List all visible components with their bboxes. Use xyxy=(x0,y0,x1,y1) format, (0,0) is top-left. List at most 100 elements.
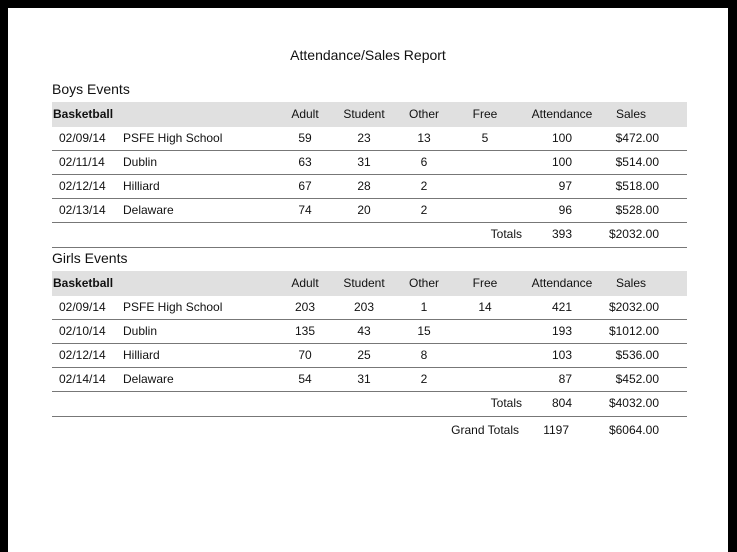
row-attendance: 96 xyxy=(558,203,572,217)
col-attendance: Attendance xyxy=(531,276,593,290)
col-sales: Sales xyxy=(615,276,647,290)
row-adult: 54 xyxy=(298,372,312,386)
row-date: 02/11/14 xyxy=(59,155,105,169)
row-other: 1 xyxy=(420,300,428,314)
table-row: 02/10/14 Dublin 135 43 15 193 $1012.00 xyxy=(52,320,687,344)
row-venue: Dublin xyxy=(123,155,158,169)
row-student: 31 xyxy=(357,372,371,386)
table-row: 02/14/14 Delaware 54 31 2 87 $452.00 xyxy=(52,368,687,392)
totals-row: Totals 393 $2032.00 xyxy=(52,223,687,248)
col-attendance: Attendance xyxy=(531,107,593,121)
row-other: 2 xyxy=(420,372,428,386)
row-date: 02/14/14 xyxy=(59,372,106,386)
row-student: 20 xyxy=(357,203,371,217)
row-venue: Hilliard xyxy=(123,348,160,362)
girls-events-table: Basketball Adult Student Other Free Atte… xyxy=(52,271,687,417)
col-other: Other xyxy=(408,107,439,121)
row-sales: $528.00 xyxy=(615,203,659,217)
totals-label: Totals xyxy=(490,396,522,410)
grand-totals-label: Grand Totals xyxy=(451,423,519,437)
group-label: Basketball xyxy=(53,276,114,290)
row-other: 13 xyxy=(417,131,431,145)
totals-sales: $4032.00 xyxy=(608,396,659,410)
group-label: Basketball xyxy=(53,107,114,121)
row-attendance: 193 xyxy=(551,324,572,338)
col-student: Student xyxy=(343,276,385,290)
section-title-girls: Girls Events xyxy=(52,250,128,266)
row-attendance: 87 xyxy=(558,372,572,386)
table-header: Basketball Adult Student Other Free Atte… xyxy=(52,271,687,296)
row-adult: 63 xyxy=(298,155,312,169)
row-adult: 59 xyxy=(298,131,312,145)
grand-totals-sales: $6064.00 xyxy=(608,423,659,437)
row-date: 02/13/14 xyxy=(59,203,106,217)
totals-label: Totals xyxy=(490,227,522,241)
col-sales: Sales xyxy=(615,107,647,121)
row-other: 2 xyxy=(420,179,428,193)
row-venue: Dublin xyxy=(123,324,158,338)
row-adult: 203 xyxy=(294,300,316,314)
row-sales: $536.00 xyxy=(615,348,659,362)
col-free: Free xyxy=(472,276,498,290)
table-header: Basketball Adult Student Other Free Atte… xyxy=(52,102,687,127)
row-attendance: 100 xyxy=(551,131,572,145)
row-attendance: 100 xyxy=(551,155,572,169)
row-free: 5 xyxy=(481,131,489,145)
table-row: 02/12/14 Hilliard 67 28 2 97 $518.00 xyxy=(52,175,687,199)
row-attendance: 103 xyxy=(551,348,572,362)
col-student: Student xyxy=(343,107,385,121)
row-student: 203 xyxy=(353,300,375,314)
row-sales: $514.00 xyxy=(615,155,659,169)
row-date: 02/12/14 xyxy=(59,348,106,362)
row-student: 43 xyxy=(357,324,371,338)
table-row: 02/11/14 Dublin 63 31 6 100 $514.00 xyxy=(52,151,687,175)
row-venue: PSFE High School xyxy=(123,300,223,314)
row-sales: $518.00 xyxy=(615,179,659,193)
row-adult: 135 xyxy=(294,324,316,338)
table-row: 02/13/14 Delaware 74 20 2 96 $528.00 xyxy=(52,199,687,223)
table-row: 02/09/14 PSFE High School 59 23 13 5 100… xyxy=(52,127,687,151)
row-attendance: 97 xyxy=(558,179,572,193)
report-page: Attendance/Sales Report Boys Events Bask… xyxy=(8,8,728,552)
row-sales: $452.00 xyxy=(615,372,659,386)
row-other: 6 xyxy=(420,155,428,169)
row-attendance: 421 xyxy=(551,300,572,314)
row-student: 23 xyxy=(357,131,371,145)
totals-sales: $2032.00 xyxy=(608,227,659,241)
row-date: 02/10/14 xyxy=(59,324,106,338)
row-sales: $1012.00 xyxy=(608,324,659,338)
row-other: 8 xyxy=(420,348,428,362)
grand-totals-row: Grand Totals 1197 $6064.00 xyxy=(52,419,687,442)
row-other: 15 xyxy=(417,324,431,338)
section-title-boys: Boys Events xyxy=(52,81,130,97)
col-adult: Adult xyxy=(291,276,319,290)
totals-attendance: 804 xyxy=(551,396,572,410)
row-venue: PSFE High School xyxy=(123,131,223,145)
report-title: Attendance/Sales Report xyxy=(290,47,446,63)
grand-totals-attendance: 1197 xyxy=(543,423,569,437)
row-date: 02/12/14 xyxy=(59,179,106,193)
row-other: 2 xyxy=(420,203,428,217)
boys-events-table: Basketball Adult Student Other Free Atte… xyxy=(52,102,687,248)
row-venue: Hilliard xyxy=(123,179,160,193)
row-student: 31 xyxy=(357,155,371,169)
table-row: 02/09/14 PSFE High School 203 203 1 14 4… xyxy=(52,296,687,320)
row-student: 28 xyxy=(357,179,371,193)
row-adult: 74 xyxy=(298,203,312,217)
row-sales: $472.00 xyxy=(615,131,659,145)
row-venue: Delaware xyxy=(123,203,174,217)
row-adult: 67 xyxy=(298,179,312,193)
row-sales: $2032.00 xyxy=(608,300,659,314)
table-row: 02/12/14 Hilliard 70 25 8 103 $536.00 xyxy=(52,344,687,368)
totals-row: Totals 804 $4032.00 xyxy=(52,392,687,417)
col-other: Other xyxy=(408,276,439,290)
totals-attendance: 393 xyxy=(551,227,572,241)
col-free: Free xyxy=(472,107,498,121)
col-adult: Adult xyxy=(291,107,319,121)
row-free: 14 xyxy=(478,300,492,314)
row-adult: 70 xyxy=(298,348,312,362)
row-date: 02/09/14 xyxy=(59,300,106,314)
row-venue: Delaware xyxy=(123,372,174,386)
row-date: 02/09/14 xyxy=(59,131,106,145)
row-student: 25 xyxy=(357,348,371,362)
